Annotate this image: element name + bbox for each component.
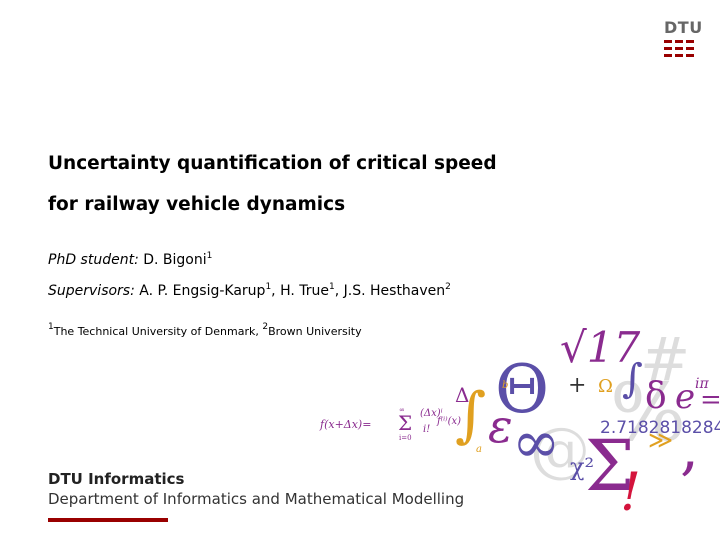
- author-name: D. Bigoni: [143, 252, 207, 268]
- math-symbol: Σ: [585, 425, 635, 507]
- math-symbol: δ: [645, 376, 667, 417]
- student-line: PhD student: D. Bigoni1: [48, 251, 213, 269]
- affiliation-mark: 2: [445, 282, 451, 292]
- math-symbol: χ²: [570, 453, 594, 481]
- math-symbol: ∞: [399, 406, 405, 414]
- math-symbol: ∫: [455, 380, 486, 450]
- math-symbol: !: [620, 463, 641, 523]
- math-symbol: e: [675, 377, 695, 417]
- affiliation-mark: 2: [262, 322, 269, 332]
- math-symbol: ε: [488, 399, 513, 453]
- title-line: for railway vehicle dynamics: [48, 194, 346, 215]
- math-symbol: @: [530, 415, 590, 485]
- math-symbol: b: [502, 380, 508, 391]
- math-symbol: ∞: [512, 408, 560, 476]
- role: PhD student:: [48, 252, 139, 268]
- affiliation: The Technical University of Denmark,: [53, 325, 259, 338]
- math-symbol: ∫: [622, 356, 643, 402]
- footer-department: Department of Informatics and Mathematic…: [48, 490, 465, 508]
- math-symbol: #: [640, 325, 690, 395]
- math-symbol: +: [568, 373, 586, 398]
- math-symbol: ,: [680, 413, 699, 483]
- math-symbol: =: [700, 385, 720, 415]
- affiliation-mark: 1: [48, 322, 54, 332]
- author-name: J.S. Hesthaven: [343, 283, 446, 299]
- affiliations: 1The Technical University of Denmark, 2B…: [48, 322, 362, 339]
- math-symbol: (Δx)ⁱ: [420, 408, 443, 419]
- footer-unit: DTU Informatics: [48, 470, 185, 488]
- math-symbol: a: [476, 444, 482, 455]
- logo-bars: [664, 40, 694, 57]
- logo-text: DTU: [664, 18, 703, 37]
- supervisors-line: Supervisors: A. P. Engsig-Karup1, H. Tru…: [48, 282, 451, 300]
- math-symbol: √17: [560, 323, 640, 372]
- math-symbol: 2.7182818284: [600, 418, 720, 438]
- affiliation-mark: 1: [206, 251, 213, 261]
- affiliation-mark: 1: [265, 282, 272, 292]
- math-symbol: ≫: [648, 426, 673, 454]
- role: Supervisors:: [48, 283, 135, 299]
- math-symbol: f⁽ⁱ⁾(x): [436, 416, 461, 427]
- footer-bar: [48, 518, 168, 522]
- math-symbol: Ω: [598, 376, 613, 397]
- math-symbol: iπ: [695, 376, 709, 392]
- title-line: Uncertainty quantification of critical s…: [48, 153, 497, 174]
- math-symbol: i!: [423, 424, 430, 435]
- affiliation: Brown University: [268, 325, 362, 338]
- math-symbol: Δ: [455, 383, 469, 407]
- math-symbol: f(x+Δx)=: [319, 418, 371, 431]
- author-name: A. P. Engsig-Karup: [139, 283, 266, 299]
- separator: ,: [271, 283, 276, 299]
- math-symbol: Θ: [495, 351, 549, 428]
- separator: ,: [334, 283, 340, 299]
- affiliation-mark: 1: [329, 282, 335, 292]
- math-symbol: %: [610, 366, 686, 459]
- author-name: H. True: [280, 283, 329, 299]
- math-symbol: i=0: [399, 434, 412, 442]
- math-symbol: Σ: [398, 411, 412, 435]
